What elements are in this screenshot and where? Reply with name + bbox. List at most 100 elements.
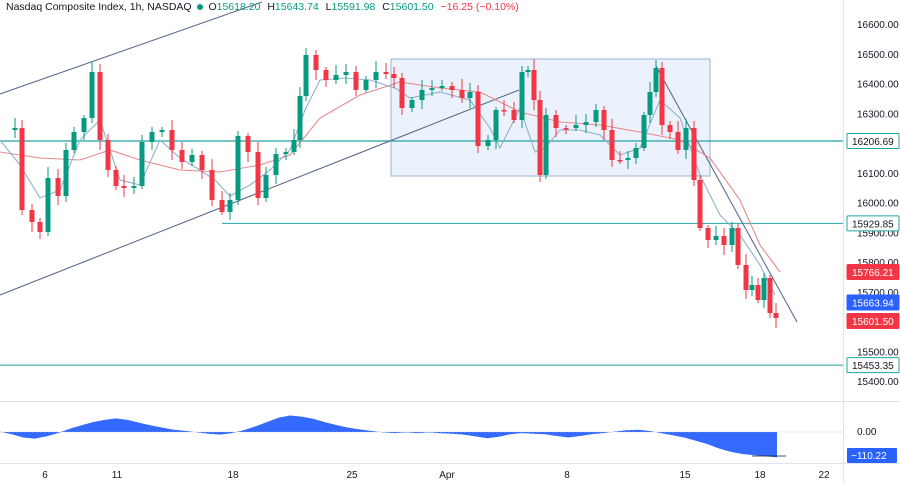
bullish-candle [45,167,51,236]
bullish-candle [683,119,689,159]
oscillator-last-badge [847,448,897,463]
bullish-candle [63,143,69,202]
candle-body [209,170,215,200]
price-badge [846,133,900,150]
bullish-candle [525,66,531,77]
candle-body [697,180,703,228]
bullish-candle [333,65,339,84]
x-tick-label: 15 [679,470,691,481]
bearish-candle [113,166,119,190]
x-tick-label: 8 [564,470,570,481]
fast-ma-line [0,77,776,296]
bearish-candle [97,64,103,150]
x-tick-label: 11 [112,470,123,481]
candle-body [713,236,719,240]
close-value: 15601.50 [389,1,434,13]
candle-body [683,128,689,150]
price-badge-text: 15453.35 [852,361,894,372]
upper-channel-line [0,1,263,95]
candle-body [383,72,389,74]
bullish-candle [297,87,303,148]
bearish-candle [169,120,175,160]
descending-trend-line [655,65,798,323]
price-badge-text: 15929.85 [852,219,894,230]
candle-body [475,92,481,146]
bullish-candle [303,48,309,101]
candle-body [333,75,339,80]
candle-body [391,74,397,78]
candle-body [323,70,329,80]
price-badge-text: 15601.50 [852,317,894,328]
bullish-candle [273,148,279,184]
price-label-level: 15929.85 [846,215,900,232]
bullish-candle [729,222,735,252]
candle-body [593,110,599,122]
candle-body [525,70,531,72]
candle-body [105,140,111,170]
candle-body [755,285,761,300]
candle-body [313,55,319,70]
candle-body [55,178,61,196]
bearish-candle [691,121,697,186]
candle-body [297,96,303,140]
y-tick-label: 16500.00 [857,50,899,61]
bearish-candle [767,275,773,318]
price-label-last: 15601.50 [846,313,900,330]
candle-body [573,125,579,128]
candle-body [501,110,507,112]
oscillator-area [0,415,777,458]
price-badge-text: 16206.69 [852,137,894,148]
bullish-candle [467,83,473,108]
candle-body [113,170,119,186]
bearish-candle [659,62,665,135]
candle-body [19,128,25,210]
candle-body [729,228,735,245]
y-tick-label: 15500.00 [857,347,899,358]
candle-body [353,72,359,90]
bullish-candle [291,129,297,155]
bearish-candle [743,254,749,299]
candle-body [449,86,455,90]
close-label: C [382,1,390,13]
candle-body [563,128,569,130]
candle-body [131,186,137,188]
y-tick-label: 16300.00 [857,109,899,120]
bearish-candle [353,66,359,96]
bullish-candle [189,149,195,166]
candle-body [121,186,127,188]
candle-body [691,128,697,180]
bearish-candle [475,85,481,153]
candle-body [653,68,659,92]
high-value: 15643.74 [274,1,319,13]
bullish-candle [761,273,767,308]
candle-body [409,100,415,108]
price-badge [846,215,900,232]
x-tick-label: Apr [439,470,455,481]
oscillator-panel: 0.00 −110.22 [0,415,897,463]
candles [12,48,779,328]
bearish-candle [553,110,559,137]
bullish-candle [583,114,589,133]
candle-body [291,140,297,152]
bearish-candle [721,228,727,255]
candle-body [767,278,773,313]
bullish-candle [159,127,165,137]
bullish-candle [593,104,599,127]
bullish-candle [485,135,491,150]
candle-body [773,313,779,318]
bearish-candle [563,125,569,134]
bearish-candle [55,169,61,205]
bullish-candle [647,82,653,123]
high-label: H [267,1,275,13]
y-tick-label: 15900.00 [857,228,899,239]
change-value: −16.25 (−0.10%) [440,1,519,13]
candle-body [543,115,549,175]
x-tick-label: 22 [818,470,830,481]
bullish-candle [139,135,145,189]
bearish-candle [449,82,455,98]
chart-header: Nasdaq Composite Index, 1h, NASDAQ O1561… [6,1,519,13]
candle-body [303,55,309,96]
bullish-candle [543,108,549,179]
